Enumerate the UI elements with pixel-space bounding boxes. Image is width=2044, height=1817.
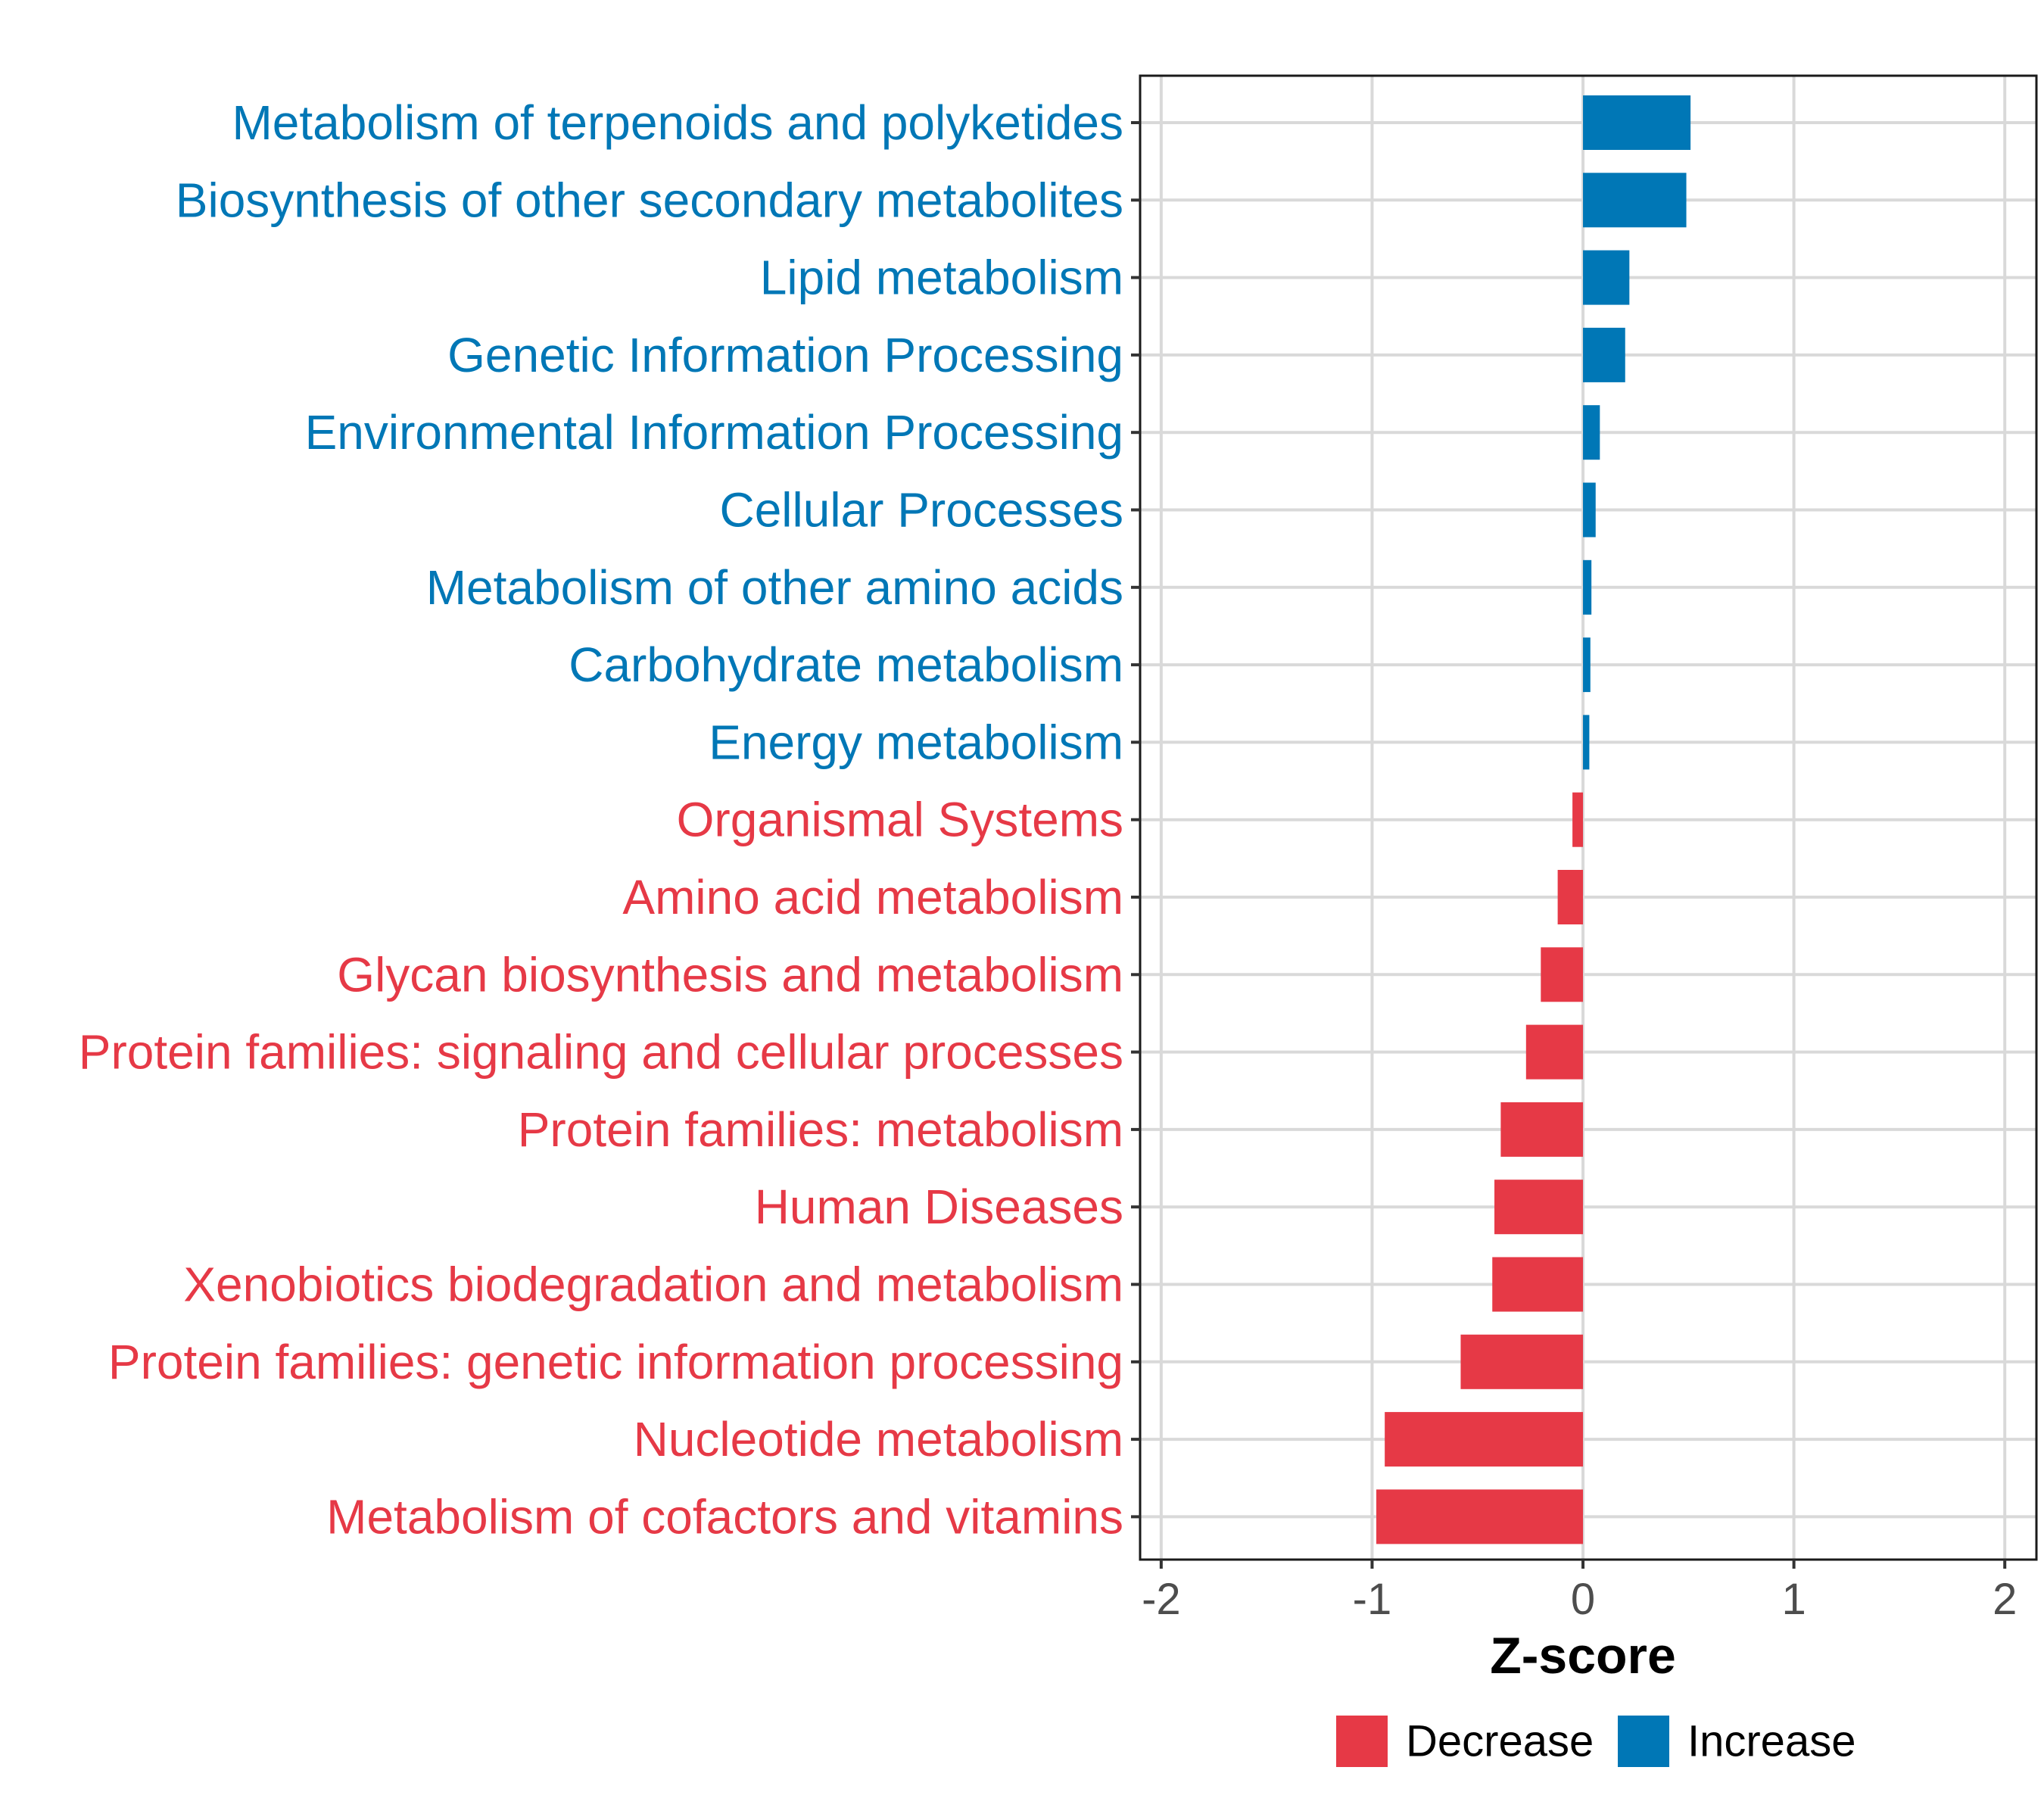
y-tick-label: Amino acid metabolism	[622, 870, 1123, 924]
bar	[1460, 1334, 1584, 1389]
y-tick-label: Organismal Systems	[677, 793, 1123, 847]
legend-swatch	[1618, 1716, 1669, 1767]
bar	[1583, 95, 1691, 150]
bar	[1385, 1412, 1584, 1467]
bar	[1583, 250, 1630, 305]
y-tick-label: Biosynthesis of other secondary metaboli…	[176, 173, 1123, 227]
y-tick-label: Genetic Information Processing	[447, 328, 1123, 382]
y-tick-label: Carbohydrate metabolism	[569, 637, 1123, 692]
y-axis-ticks	[1131, 121, 1140, 1519]
y-tick-label: Energy metabolism	[709, 715, 1123, 769]
x-tick-label: -1	[1353, 1575, 1392, 1624]
bar	[1583, 637, 1591, 693]
bar	[1541, 947, 1584, 1002]
y-tick-label: Nucleotide metabolism	[634, 1412, 1123, 1466]
plot-panel-border	[1139, 74, 2038, 1561]
bar	[1583, 405, 1600, 460]
bar	[1557, 870, 1584, 924]
bar	[1583, 173, 1687, 228]
x-tick-label: -2	[1142, 1575, 1181, 1624]
legend-swatch	[1336, 1716, 1388, 1767]
y-tick-label: Glycan biosynthesis and metabolism	[337, 947, 1123, 1002]
bar	[1583, 327, 1625, 382]
bar	[1494, 1180, 1584, 1235]
bar	[1525, 1024, 1584, 1080]
legend: Decrease Increase	[1336, 1716, 1855, 1767]
y-tick-label: Metabolism of other amino acids	[426, 560, 1123, 615]
y-tick-label: Protein families: signaling and cellular…	[79, 1025, 1123, 1080]
bar	[1500, 1102, 1584, 1157]
y-tick-label: Xenobiotics biodegradation and metabolis…	[183, 1258, 1123, 1312]
x-axis-ticks: -2 -1 0 1 2	[1142, 1560, 2017, 1624]
bar	[1376, 1489, 1584, 1544]
bar	[1492, 1257, 1584, 1312]
bar	[1583, 482, 1596, 538]
y-tick-label: Protein families: metabolism	[518, 1102, 1123, 1157]
x-tick-label: 0	[1571, 1575, 1595, 1624]
legend-label: Increase	[1687, 1717, 1855, 1766]
legend-label: Decrease	[1406, 1717, 1594, 1766]
y-axis-category-labels: Metabolism of terpenoids and polyketides…	[79, 95, 1123, 1544]
y-tick-label: Human Diseases	[755, 1180, 1123, 1234]
y-tick-label: Lipid metabolism	[760, 251, 1123, 305]
y-tick-label: Cellular Processes	[719, 483, 1123, 538]
x-tick-label: 2	[1993, 1575, 2017, 1624]
bar	[1583, 715, 1590, 770]
y-tick-label: Environmental Information Processing	[305, 405, 1123, 460]
y-tick-label: Metabolism of terpenoids and polyketides	[232, 95, 1123, 150]
x-axis-title: Z-score	[1490, 1627, 1676, 1685]
bar	[1572, 792, 1584, 847]
y-tick-label: Metabolism of cofactors and vitamins	[326, 1489, 1123, 1544]
x-tick-label: 1	[1781, 1575, 1806, 1624]
bars	[1376, 95, 1691, 1544]
bar	[1583, 559, 1592, 615]
y-tick-label: Protein families: genetic information pr…	[108, 1335, 1123, 1389]
